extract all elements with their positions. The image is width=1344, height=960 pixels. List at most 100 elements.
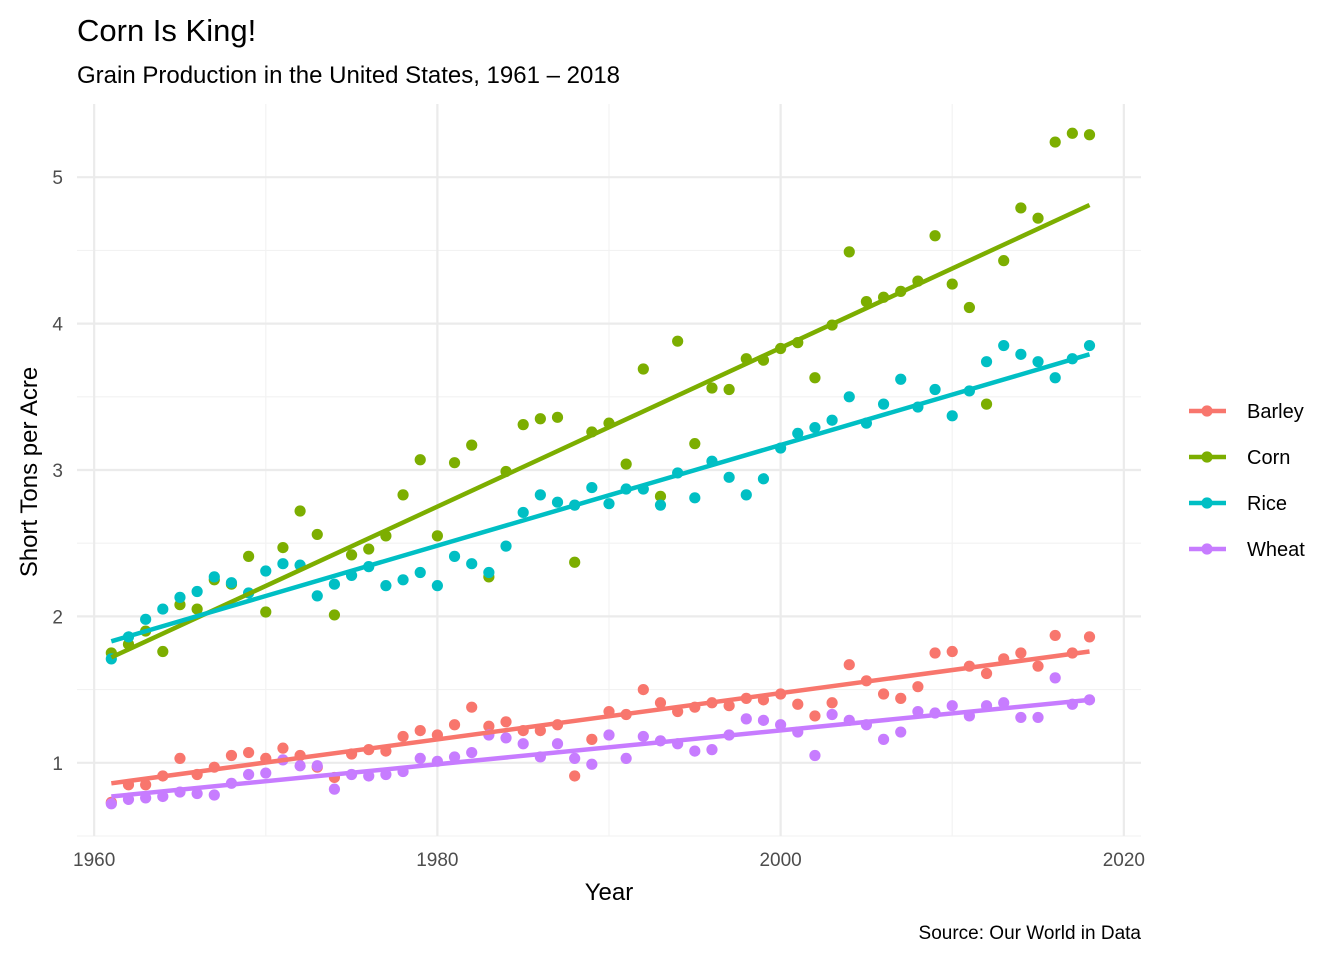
point-rice [260, 565, 272, 577]
point-wheat [311, 760, 323, 772]
point-rice [208, 571, 220, 583]
point-corn [431, 530, 443, 542]
point-corn [397, 489, 409, 501]
point-corn [929, 230, 941, 242]
trend-line-corn [110, 202, 1091, 660]
point-rice [723, 471, 735, 483]
point-corn [689, 438, 701, 450]
legend-key-point-barley [1201, 405, 1213, 417]
point-corn [1066, 127, 1078, 139]
point-wheat [757, 714, 770, 726]
point-barley [792, 698, 804, 710]
point-corn [311, 528, 323, 541]
point-wheat [775, 719, 787, 731]
point-barley [946, 645, 958, 658]
point-wheat [191, 787, 203, 800]
chart-subtitle: Grain Production in the United States, 1… [77, 62, 620, 89]
point-wheat [689, 745, 701, 757]
point-rice [380, 580, 392, 592]
point-corn [672, 335, 684, 347]
point-corn [706, 382, 718, 394]
y-tick-label: 1 [52, 754, 63, 775]
point-corn [980, 398, 993, 410]
point-rice [1032, 356, 1044, 368]
point-rice [689, 492, 701, 504]
y-axis-ticks: 1 2 3 4 5 [52, 168, 63, 775]
point-wheat [809, 749, 821, 762]
point-rice [895, 373, 907, 385]
point-rice [1015, 348, 1027, 360]
point-wheat [105, 798, 117, 810]
point-wheat [517, 738, 529, 750]
point-corn [363, 543, 375, 555]
point-barley [809, 710, 821, 722]
point-wheat [260, 767, 272, 779]
point-wheat [466, 746, 478, 759]
trend-line-wheat [111, 697, 1090, 799]
point-corn [243, 550, 255, 562]
point-barley [1083, 631, 1096, 643]
point-wheat [1015, 711, 1027, 724]
point-wheat [1049, 672, 1061, 684]
point-corn [1032, 212, 1044, 224]
point-barley [586, 733, 598, 745]
point-rice [792, 427, 804, 439]
point-wheat [243, 768, 255, 781]
point-wheat [998, 697, 1010, 709]
point-corn [551, 411, 564, 423]
grid [77, 104, 1141, 837]
point-corn [637, 363, 649, 375]
legend-label-rice: Rice [1247, 493, 1287, 515]
point-corn [843, 246, 855, 258]
point-corn [517, 419, 529, 431]
point-corn [946, 278, 958, 290]
trend-line-barley [111, 649, 1090, 786]
point-rice [1083, 339, 1096, 352]
point-wheat [603, 729, 615, 741]
point-wheat [328, 783, 341, 795]
point-rice [414, 566, 426, 579]
point-rice [157, 603, 169, 615]
point-corn [260, 606, 272, 618]
point-rice [654, 499, 667, 511]
point-wheat [294, 760, 306, 772]
x-tick-label: 2000 [759, 850, 801, 871]
point-corn [345, 549, 358, 561]
x-tick-label: 1980 [416, 850, 458, 871]
point-corn [328, 609, 341, 621]
point-rice [1049, 372, 1061, 384]
point-rice [826, 414, 838, 426]
point-barley [654, 697, 667, 709]
point-wheat [637, 730, 649, 743]
point-rice [929, 383, 941, 396]
legend-key-point-wheat [1201, 543, 1213, 555]
point-corn [277, 541, 289, 554]
point-corn [414, 454, 426, 466]
chart-title: Corn Is King! [77, 13, 256, 48]
x-tick-label: 2020 [1103, 850, 1145, 871]
point-barley [723, 700, 735, 712]
point-barley [466, 701, 478, 713]
legend-key-point-rice [1201, 497, 1213, 509]
chart-caption: Source: Our World in Data [919, 923, 1142, 944]
point-barley [140, 779, 152, 791]
point-corn [963, 301, 975, 314]
point-wheat [946, 700, 958, 712]
point-rice [431, 580, 443, 592]
point-barley [1015, 647, 1027, 659]
point-corn [466, 439, 478, 451]
point-corn [1015, 202, 1027, 214]
point-barley [448, 719, 461, 731]
point-rice [534, 489, 546, 501]
point-rice [174, 591, 186, 603]
point-wheat [877, 733, 890, 745]
point-rice [980, 356, 993, 368]
point-rice [551, 496, 564, 508]
point-rice [877, 398, 890, 410]
point-corn [157, 645, 169, 658]
point-rice [140, 613, 152, 625]
point-wheat [1032, 711, 1044, 724]
point-rice [586, 481, 598, 494]
point-corn [723, 383, 735, 396]
